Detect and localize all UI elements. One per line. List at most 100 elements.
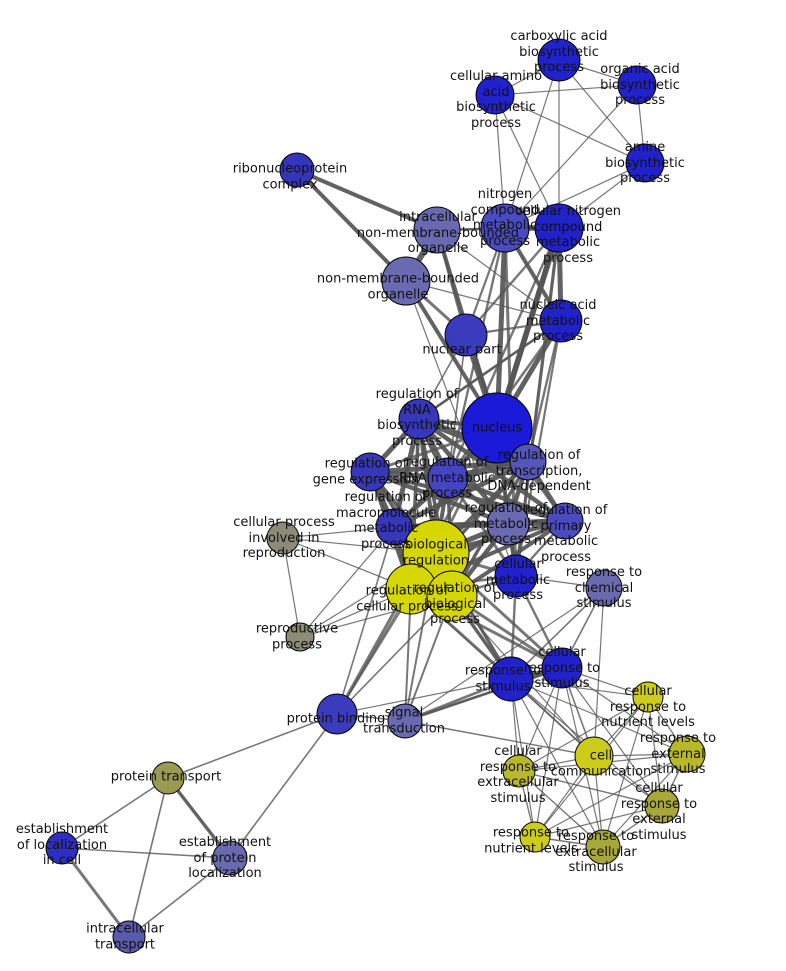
graph-edge (296, 168, 438, 232)
node-label-intracellular-non-membrane-bounded-organelle: intracellular non-membrane-bounded organ… (356, 209, 520, 256)
node-label-protein-transport: protein transport (110, 769, 222, 785)
graph-edge (369, 470, 566, 523)
graph-edge (534, 805, 663, 838)
graph-edge (128, 777, 169, 938)
graph-edge (518, 770, 604, 848)
graph-node-regulation-of-rna-biosynthetic-process[interactable] (398, 398, 440, 440)
graph-edge (510, 678, 688, 755)
node-label-cell-communication: cell communication (550, 748, 652, 780)
graph-node-protein-transport[interactable] (151, 761, 185, 795)
graph-edge (61, 847, 231, 859)
node-label-regulation-of-primary-metabolic-process: regulation of primary metabolic process (524, 503, 608, 565)
graph-node-cellular-amino-acid-biosynthetic-process[interactable] (475, 75, 515, 115)
graph-edge (494, 84, 638, 96)
node-label-cellular-amino-acid-biosynthetic-process: cellular amino acid biosynthetic process (449, 69, 543, 131)
graph-edge (295, 168, 408, 283)
graph-edge (602, 696, 649, 848)
graph-edge (336, 526, 395, 715)
graph-node-non-membrane-bounded-organelle[interactable] (381, 256, 431, 306)
node-label-regulation-of-cellular-process: regulation of cellular process (356, 583, 458, 615)
node-label-nucleus: nucleus (471, 420, 523, 436)
graph-node-protein-binding[interactable] (316, 693, 358, 735)
graph-node-nucleus[interactable] (461, 392, 533, 464)
node-label-nuclear-part: nuclear part (422, 342, 502, 358)
graph-node-cellular-response-to-external-stimulus[interactable] (644, 788, 680, 824)
graph-node-response-to-stimulus[interactable] (488, 656, 534, 702)
graph-edge (510, 678, 649, 698)
graph-node-cellular-response-to-stimulus[interactable] (541, 647, 583, 689)
node-label-regulation-of-transcription-dna-dependent: regulation of transcription, DNA-depende… (487, 447, 591, 494)
graph-edge (526, 320, 563, 463)
graph-edge (436, 229, 562, 322)
graph-node-regulation-of-gene-expression[interactable] (350, 452, 390, 492)
node-label-regulation-of-macromolecule-metabolic-process: regulation of macromolecule metabolic pr… (335, 490, 437, 552)
graph-edge (602, 753, 688, 848)
graph-node-regulation-of-metabolic-process[interactable] (486, 502, 530, 546)
node-label-response-to-chemical-stimulus: response to chemical stimulus (565, 564, 643, 611)
graph-node-signal-transduction[interactable] (387, 703, 423, 739)
graph-node-response-to-external-stimulus[interactable] (668, 735, 706, 773)
graph-node-establishment-of-protein-localization[interactable] (212, 840, 248, 876)
graph-node-response-to-extracellular-stimulus[interactable] (585, 829, 621, 865)
graph-node-regulation-of-transcription-dna-dependent[interactable] (509, 443, 547, 481)
graph-node-cellular-metabolic-process[interactable] (494, 554, 538, 598)
node-label-non-membrane-bounded-organelle: non-membrane-bounded organelle (316, 271, 480, 303)
graph-edge (336, 678, 512, 715)
node-label-carboxylic-acid-biosynthetic-process: carboxylic acid biosynthetic process (510, 28, 608, 75)
graph-node-cell-communication[interactable] (574, 736, 614, 776)
node-label-cellular-response-to-nutrient-levels: cellular response to nutrient levels (601, 683, 695, 730)
graph-edge (336, 595, 453, 715)
graph-node-nitrogen-compound-metabolic-process[interactable] (480, 203, 530, 253)
graph-node-nuclear-part[interactable] (444, 313, 488, 357)
node-label-signal-transduction: signal transduction (363, 705, 445, 737)
node-label-biological-regulation: biological regulation (402, 537, 470, 569)
graph-node-cellular-response-to-extracellular-stimulus[interactable] (502, 754, 536, 788)
node-label-regulation-of-rna-biosynthetic-process: regulation of RNA biosynthetic process (375, 387, 459, 449)
graph-edge (405, 280, 562, 322)
node-label-response-to-stimulus: response to stimulus (464, 663, 542, 695)
graph-edge (504, 84, 638, 229)
graph-edge (299, 526, 395, 638)
graph-node-intracellular-transport[interactable] (112, 920, 146, 954)
graph-node-response-to-nutrient-levels[interactable] (519, 821, 551, 853)
graph-edge (61, 777, 169, 849)
graph-edge (404, 587, 605, 722)
graph-node-ribonucleoprotein-complex[interactable] (279, 152, 315, 188)
graph-edge (229, 713, 338, 859)
graph-node-regulation-of-macromolecule-metabolic-process[interactable] (375, 508, 413, 546)
graph-node-reproductive-process[interactable] (285, 622, 315, 652)
node-label-amine-biosynthetic-process: amine biosynthetic process (605, 139, 685, 186)
graph-node-organic-acid-biosynthetic-process[interactable] (617, 65, 657, 105)
node-label-organic-acid-biosynthetic-process: organic acid biosynthetic process (600, 61, 680, 108)
graph-edge (534, 667, 563, 838)
node-label-nucleic-acid-metabolic-process: nucleic acid metabolic process (519, 297, 597, 344)
graph-node-carboxylic-acid-biosynthetic-process[interactable] (537, 38, 581, 82)
graph-node-cellular-response-to-nutrient-levels[interactable] (632, 681, 664, 713)
graph-node-establishment-of-localization-in-cell[interactable] (45, 831, 79, 865)
graph-edge (494, 94, 560, 229)
node-label-cellular-response-to-external-stimulus: cellular response to external stimulus (620, 781, 698, 843)
graph-node-nucleic-acid-metabolic-process[interactable] (539, 299, 583, 343)
node-label-cellular-metabolic-process: cellular metabolic process (485, 556, 551, 603)
graph-node-regulation-of-rna-metabolic-process[interactable] (427, 457, 469, 499)
graph-node-regulation-of-biological-process[interactable] (426, 570, 478, 622)
graph-node-cellular-process-involved-in-reproduction[interactable] (266, 521, 300, 555)
node-label-cellular-response-to-stimulus: cellular response to stimulus (523, 644, 601, 691)
node-label-response-to-extracellular-stimulus: response to extracellular stimulus (555, 828, 637, 875)
graph-edge (404, 720, 595, 757)
graph-edge (504, 162, 646, 229)
node-label-establishment-of-protein-localization: establishment of protein localization (178, 834, 272, 881)
graph-node-regulation-of-primary-metabolic-process[interactable] (546, 502, 584, 540)
graph-edge (167, 713, 338, 779)
graph-node-cellular-nitrogen-compound-metabolic-process[interactable] (534, 203, 584, 253)
node-label-protein-binding: protein binding (286, 711, 386, 727)
graph-node-amine-biosynthetic-process[interactable] (625, 143, 665, 183)
graph-edge (518, 770, 663, 807)
node-label-reproductive-process: reproductive process (255, 621, 339, 653)
graph-node-response-to-chemical-stimulus[interactable] (585, 569, 623, 607)
graph-node-intracellular-non-membrane-bounded-organelle[interactable] (413, 206, 461, 254)
node-label-cellular-nitrogen-compound-metabolic-process: cellular nitrogen compound metabolic pro… (514, 204, 622, 266)
graph-edge (647, 696, 663, 807)
